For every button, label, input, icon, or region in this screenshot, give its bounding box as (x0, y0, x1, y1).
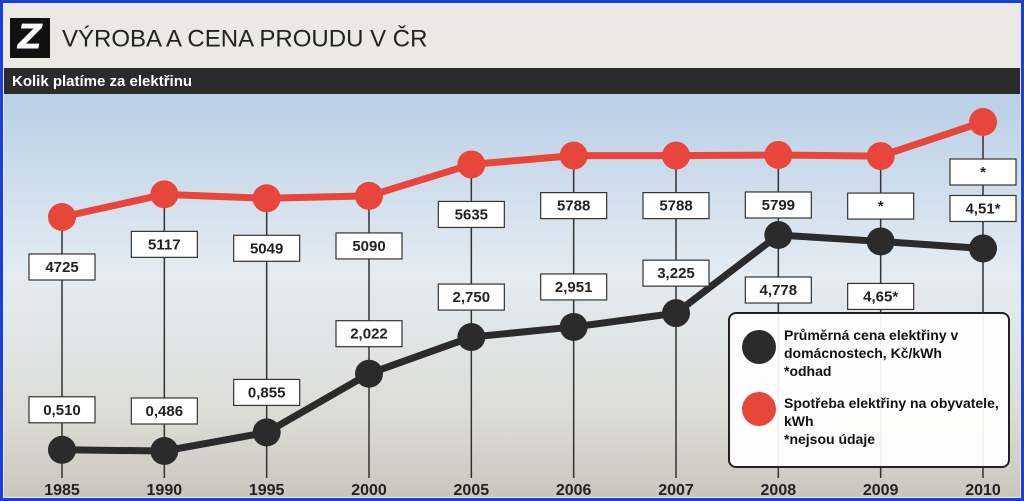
x-tick-label: 2009 (863, 482, 899, 499)
value-label: 5090 (352, 238, 385, 255)
value-label-box (642, 259, 710, 287)
value-label: 0,510 (43, 402, 81, 419)
value-label-box (28, 396, 96, 424)
value-label: 4,51* (965, 200, 1000, 217)
value-label: 5788 (659, 198, 692, 215)
value-label-box (642, 192, 710, 220)
data-point (355, 359, 383, 388)
value-label: 5049 (250, 240, 283, 257)
data-point (252, 184, 281, 213)
value-label-box (949, 194, 1017, 223)
x-tick-label: 2006 (556, 482, 592, 499)
data-point (252, 418, 281, 447)
value-label: 0,855 (248, 384, 286, 401)
legend-marker (742, 330, 776, 364)
value-label: * (878, 198, 884, 215)
chart-subtitle: Kolik platíme za elektřinu (12, 73, 192, 90)
value-label: 5799 (762, 197, 795, 214)
value-label: 2,951 (555, 279, 593, 296)
value-label-box (540, 273, 608, 301)
value-label-box (130, 397, 198, 425)
plot: 1985 1990 1995 2000 2005 2006 2007 2008 2009 2010… (28, 108, 1017, 499)
value-label-box (744, 191, 812, 219)
logo: Z (17, 18, 44, 58)
value-label-box (437, 283, 505, 311)
value-label: 2,022 (350, 326, 388, 343)
x-tick-label: 1995 (249, 482, 285, 499)
data-point (457, 323, 486, 352)
chart-title: VÝROBA A CENA PROUDU V ČR (62, 24, 427, 52)
legend-note: *nejsou údaje (784, 431, 876, 447)
value-label-box (847, 282, 915, 311)
series-line (61, 118, 985, 221)
value-label: 5117 (148, 236, 181, 253)
series-line (61, 231, 984, 455)
data-point (969, 108, 997, 136)
value-label: 2,750 (453, 289, 491, 306)
value-label: 4,778 (760, 282, 798, 299)
data-point (150, 180, 179, 209)
value-label-box (335, 320, 403, 348)
legend-label: Průměrná cena elektřiny v domácnostech, … (784, 327, 959, 361)
value-label-box (130, 230, 198, 258)
data-point (764, 221, 793, 249)
x-tick-label: 2005 (454, 482, 490, 499)
value-label-box (233, 378, 301, 407)
value-label-box (540, 192, 608, 220)
data-point (48, 435, 76, 464)
value-label: 5788 (557, 198, 590, 215)
data-point (662, 141, 690, 170)
value-label-box (28, 253, 96, 281)
value-label: 3,225 (657, 265, 695, 282)
legend-entry: Spotřeba elektřiny na obyvatele, kWh *nej… (784, 394, 999, 448)
data-point (866, 142, 895, 171)
data-point (764, 140, 793, 169)
data-point (559, 141, 588, 170)
data-point (457, 150, 486, 179)
x-tick-label: 2010 (965, 482, 1001, 499)
value-label-box (437, 200, 505, 229)
legend: Průměrná cena elektřiny v domácnostech, … (728, 312, 1010, 468)
x-tick-label: 1990 (147, 482, 183, 499)
x-tick-label: 2007 (658, 482, 694, 499)
data-point (48, 203, 76, 231)
logo-box (10, 18, 50, 58)
value-label: 4,65* (863, 288, 898, 305)
value-label: 5635 (455, 206, 488, 223)
x-tick-label: 1985 (44, 482, 80, 499)
data-point (150, 437, 179, 465)
data-point (355, 181, 383, 210)
data-point (662, 299, 690, 328)
legend-label: Spotřeba elektřiny na obyvatele, kWh (784, 395, 999, 429)
data-point (559, 312, 588, 341)
value-label-box (744, 276, 812, 304)
legend-note: *odhad (784, 363, 832, 379)
legend-entry: Průměrná cena elektřiny v domácnostech, … (784, 326, 999, 380)
value-label: 4725 (45, 259, 78, 276)
value-label-box (949, 158, 1017, 186)
value-label: * (980, 164, 986, 181)
value-label-box (847, 192, 915, 220)
x-tick-label: 2000 (351, 482, 387, 499)
subtitle-bar (4, 68, 1020, 94)
data-point (866, 227, 895, 256)
value-label-box (335, 232, 403, 260)
data-point (969, 234, 997, 263)
legend-marker (742, 392, 776, 426)
value-label-box (233, 234, 301, 262)
x-tick-label: 2008 (761, 482, 797, 499)
value-label: 0,486 (146, 403, 184, 420)
